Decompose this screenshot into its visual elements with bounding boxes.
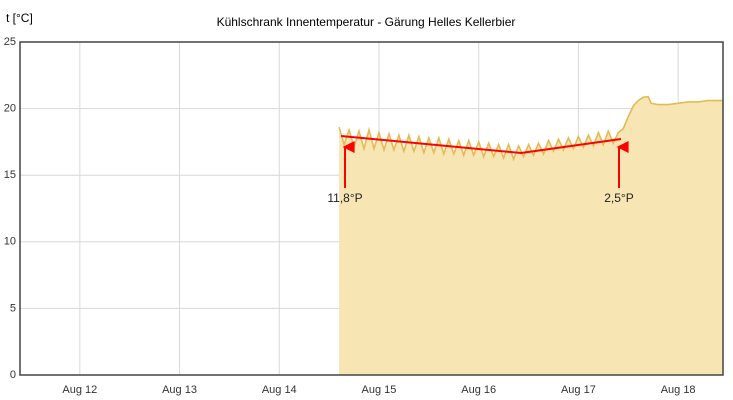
- x-tick-label: Aug 17: [561, 384, 596, 396]
- x-tick-label: Aug 13: [162, 384, 197, 396]
- plot-frame: [19, 41, 724, 376]
- x-tick-label: Aug 18: [661, 384, 696, 396]
- annotation-label: 11,8°P: [327, 191, 362, 205]
- x-tick-label: Aug 16: [461, 384, 496, 396]
- y-tick-label: 25: [4, 36, 16, 48]
- chart-title: Kühlschrank Innentemperatur - Gärung Hel…: [217, 15, 516, 29]
- area: [339, 96, 723, 375]
- trend-line: [340, 135, 622, 155]
- x-tick-label: Aug 14: [262, 384, 297, 396]
- y-tick-label: 5: [10, 302, 16, 314]
- x-tick-label: Aug 15: [362, 384, 397, 396]
- y-tick-label: 20: [4, 103, 16, 115]
- y-tick-label: 10: [4, 236, 16, 248]
- y-tick-label: 15: [4, 169, 16, 181]
- line: [338, 95, 723, 162]
- y-tick-label: 0: [10, 369, 16, 381]
- y-axis-label: t [°C]: [6, 11, 33, 25]
- annotation-label: 2,5°P: [604, 191, 633, 205]
- x-tick-label: Aug 12: [62, 384, 97, 396]
